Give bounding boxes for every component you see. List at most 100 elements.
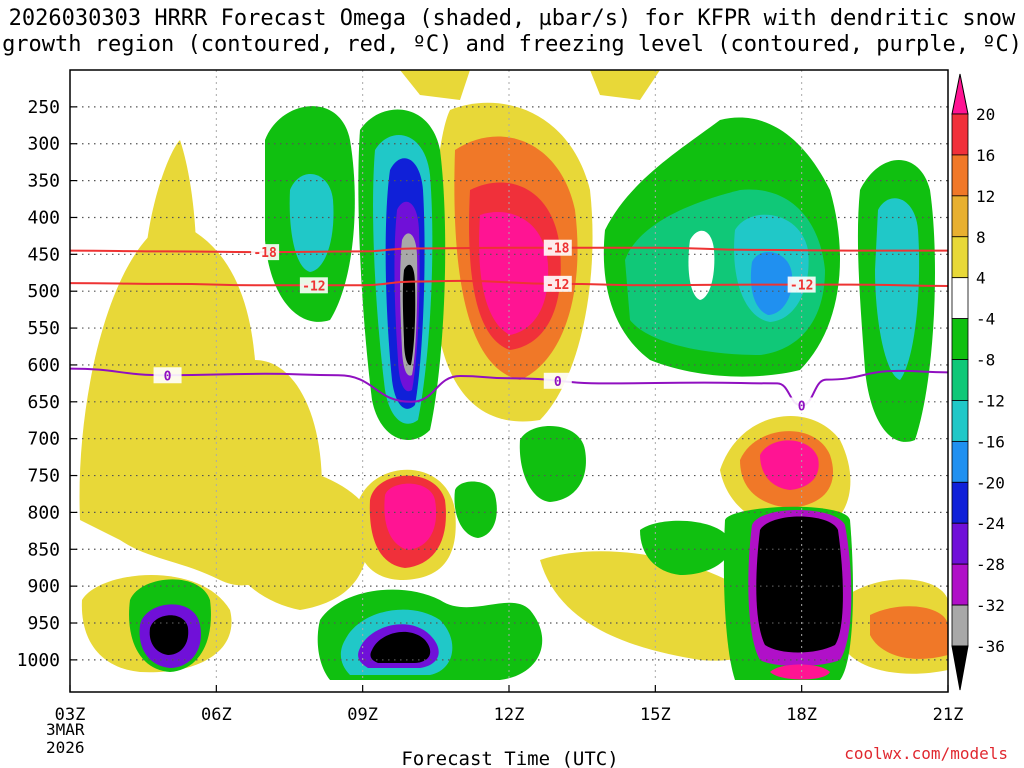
y-tick-label: 300	[27, 134, 60, 155]
shade-green-17z-mid	[640, 520, 731, 575]
colorbar-swatch	[951, 481, 969, 524]
colorbar-label: -36	[976, 637, 1005, 656]
x-tick-label: 06Z	[201, 705, 232, 725]
colorbar-swatch	[951, 359, 969, 401]
x-axis: 03Z 06Z 09Z 12Z 15Z 18Z 21Z	[55, 685, 964, 725]
colorbar-top-arrow	[951, 73, 969, 115]
contour-label-dendritic-minus12: -12	[546, 278, 569, 293]
colorbar-label: -20	[976, 473, 1005, 492]
y-tick-label: 950	[27, 613, 60, 634]
colorbar-label: 16	[976, 146, 995, 165]
contour-label-freezing-level-0: 0	[164, 369, 172, 384]
colorbar-label: 8	[976, 228, 986, 247]
contour-label-bg	[543, 275, 572, 292]
colorbar-swatch	[951, 277, 969, 320]
y-tick-label: 400	[27, 207, 60, 228]
contour-dendritic-minus18	[69, 246, 948, 254]
x-tick-label: 21Z	[933, 705, 964, 725]
contour-label-dendritic-minus18: -18	[253, 246, 277, 261]
x-tick-label: 15Z	[640, 705, 671, 725]
contour-label-freezing-level-0: 0	[798, 399, 806, 414]
shade-yellow-left-top	[145, 140, 197, 300]
contour-label-bg	[543, 372, 572, 389]
title-line-2: growth region (contoured, red, ºC) and f…	[2, 32, 1022, 57]
shade-black-10z	[402, 264, 416, 366]
colorbar-swatch	[951, 195, 969, 238]
plot-frame	[69, 69, 949, 693]
colorbar-swatch	[951, 522, 969, 565]
y-tick-label: 850	[27, 539, 60, 560]
shade-pink-12z	[479, 212, 549, 335]
shade-top-yellow-1	[400, 70, 470, 100]
colorbar-label: -32	[976, 596, 1005, 615]
colorbar-label: -4	[976, 310, 995, 329]
shade-green-11z-mid	[454, 481, 497, 538]
shade-cyan-08z	[289, 173, 334, 272]
colorbar-label: -24	[976, 514, 1005, 533]
x-start-date-day: 3MAR	[46, 720, 85, 739]
shade-black-10z-low	[370, 631, 431, 663]
colorbar-swatch	[951, 563, 969, 606]
contour-label-dendritic-minus12: -12	[302, 279, 325, 294]
omega-shading	[79, 70, 948, 680]
colorbar-label: -8	[976, 351, 995, 370]
y-tick-label: 800	[27, 502, 60, 523]
x-start-date-year: 2026	[46, 738, 85, 757]
colorbar-swatch	[951, 154, 969, 197]
grid-lines	[70, 70, 948, 682]
colorbar: 20 16 12 8 4 -4 -8 -12 -16 -20 -24 -28 -32 -36	[951, 73, 1005, 691]
colorbar-label: 4	[976, 269, 986, 288]
contour-label-bg	[787, 397, 816, 414]
colorbar-swatch	[951, 604, 969, 647]
shade-orange-low-right	[870, 606, 948, 659]
contour-label-bg	[299, 277, 328, 294]
colorbar-swatch	[951, 318, 969, 360]
shade-pink-10z	[384, 483, 437, 550]
contour-label-freezing-level-0: 0	[554, 375, 562, 390]
y-tick-label: 350	[27, 171, 60, 192]
shade-pink-18z-bottom	[770, 664, 830, 680]
y-tick-label: 450	[27, 244, 60, 265]
y-tick-label: 700	[27, 429, 60, 450]
contour-label-bg	[543, 239, 572, 256]
x-tick-label: 12Z	[494, 705, 525, 725]
colorbar-label: 20	[976, 105, 995, 124]
x-tick-label: 03Z	[55, 705, 86, 725]
y-tick-label: 250	[27, 97, 60, 118]
y-tick-label: 600	[27, 355, 60, 376]
site-credit[interactable]: coolwx.com/models	[844, 744, 1008, 763]
contour-label-bg	[251, 244, 280, 261]
shade-black-05z-low	[149, 615, 189, 655]
title-line-1: 2026030303 HRRR Forecast Omega (shaded, …	[8, 6, 1016, 31]
x-tick-label: 09Z	[347, 705, 378, 725]
contour-label-bg	[787, 276, 816, 293]
contour-label-dendritic-minus18: -18	[546, 242, 570, 257]
y-tick-label: 1000	[17, 650, 60, 671]
colorbar-bottom-arrow	[951, 645, 969, 691]
x-tick-label: 18Z	[786, 705, 817, 725]
shade-yellow-lowcenter	[540, 551, 768, 661]
colorbar-label: 12	[976, 187, 995, 206]
y-tick-label: 550	[27, 318, 60, 339]
y-axis: 250 300 350 400 450 500 550 600 650 700 750 800 850 9…	[17, 97, 77, 671]
chart-title: 2026030303 HRRR Forecast Omega (shaded, …	[0, 6, 1024, 58]
y-tick-label: 650	[27, 392, 60, 413]
y-tick-label: 500	[27, 281, 60, 302]
shade-pink-18z	[760, 440, 819, 490]
shade-top-yellow-2	[590, 70, 660, 100]
colorbar-label: -12	[976, 391, 1005, 410]
shade-blue-18z	[750, 252, 793, 315]
y-tick-label: 900	[27, 576, 60, 597]
shade-yellow-lowmid	[200, 465, 368, 610]
y-tick-label: 750	[27, 466, 60, 487]
x-axis-label: Forecast Time (UTC)	[401, 748, 618, 768]
colorbar-swatch	[951, 113, 969, 156]
colorbar-label: -16	[976, 432, 1005, 451]
contour-label-dendritic-minus12: -12	[790, 279, 813, 294]
contour-label-bg	[153, 367, 182, 384]
shade-cyan-20z	[875, 198, 920, 380]
contour-lines: -18 -18 -12 -12 -12 0 0 0	[69, 239, 949, 414]
shade-green-13z-mid	[519, 426, 586, 502]
shade-black-18z-low	[756, 516, 843, 653]
